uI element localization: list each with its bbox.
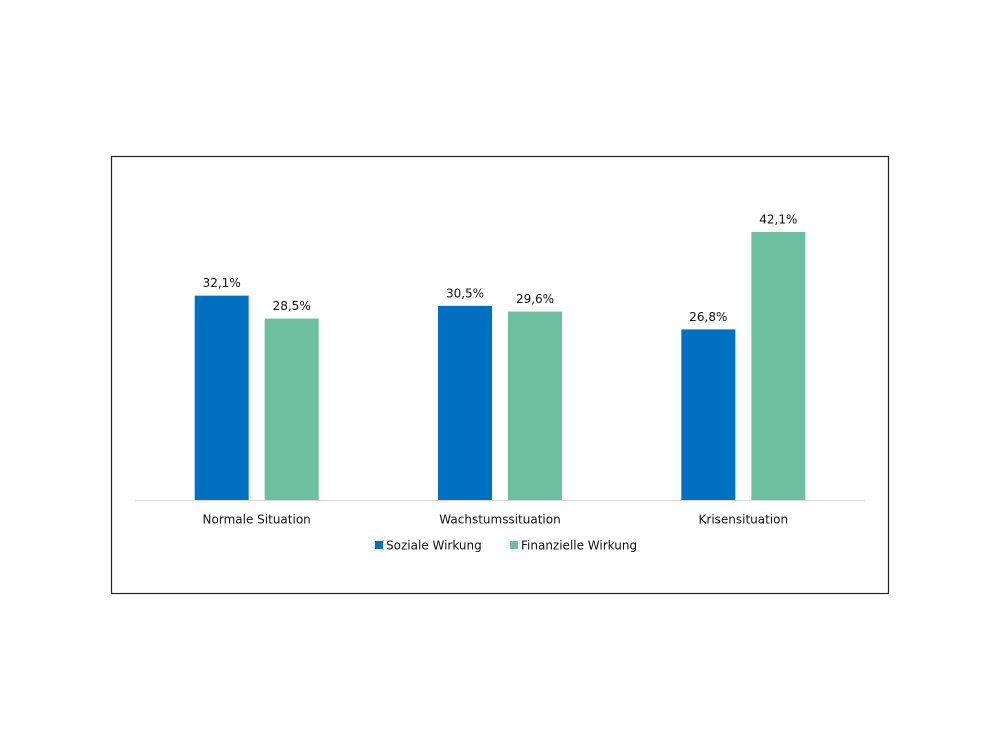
value-label: 32,1% [203, 276, 241, 290]
value-label: 29,6% [516, 292, 554, 306]
bar [194, 295, 249, 500]
x-tick-label: Wachstumssituation [439, 513, 560, 527]
legend-label: Soziale Wirkung [386, 539, 482, 553]
x-tick-label: Krisensituation [699, 513, 789, 527]
value-label: 26,8% [689, 310, 727, 324]
x-tick-label: Normale Situation [203, 513, 311, 527]
bar [438, 305, 492, 500]
bar [264, 318, 319, 500]
legend-swatch [375, 541, 383, 549]
value-label: 30,5% [446, 286, 484, 300]
value-label: 42,1% [759, 212, 797, 226]
value-label: 28,5% [273, 299, 311, 313]
legend-swatch [510, 541, 518, 549]
bar [751, 231, 806, 500]
bar [681, 329, 736, 500]
bar [508, 311, 562, 500]
legend-label: Finanzielle Wirkung [521, 539, 637, 553]
